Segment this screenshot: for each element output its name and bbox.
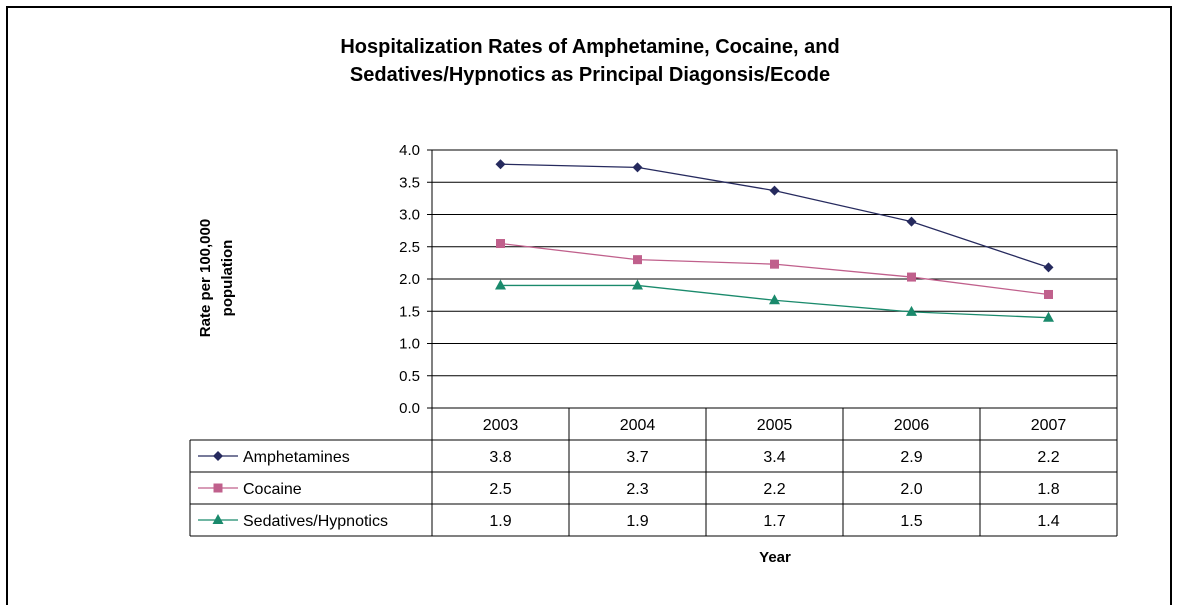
data-label: 1.9 xyxy=(489,513,511,530)
data-point xyxy=(906,216,917,227)
data-point xyxy=(632,162,643,173)
data-point xyxy=(769,294,780,305)
data-label: 2.0 xyxy=(900,481,922,498)
y-tick-label: 4.0 xyxy=(399,142,420,159)
y-axis-title-line-2: population xyxy=(219,240,236,317)
data-label: 3.7 xyxy=(626,449,648,466)
data-label: 2.5 xyxy=(489,481,511,498)
data-table: 2003 2004 2005 2006 2007 Amphetamines 3.8 3.7 3.… xyxy=(189,408,1118,537)
data-label: 2.2 xyxy=(763,481,785,498)
data-label: 2.9 xyxy=(900,449,922,466)
legend-label: Sedatives/Hypnotics xyxy=(243,513,388,530)
legend-label: Amphetamines xyxy=(243,449,350,466)
data-label: 3.8 xyxy=(489,449,511,466)
data-label: 1.4 xyxy=(1037,513,1059,530)
plot-area-border xyxy=(431,149,1118,409)
data-label: 1.8 xyxy=(1037,481,1059,498)
data-label: 1.7 xyxy=(763,513,785,530)
data-point xyxy=(495,159,506,170)
y-axis-title-line-1: Rate per 100,000 xyxy=(197,219,214,337)
y-tick-label: 0.5 xyxy=(399,368,420,385)
series-line-0 xyxy=(500,163,1049,269)
data-label: 2.3 xyxy=(626,481,648,498)
data-point xyxy=(769,185,780,196)
series-line-1 xyxy=(500,242,1049,296)
data-point xyxy=(770,259,779,269)
legend-label: Cocaine xyxy=(243,481,302,498)
x-tick-label: 2005 xyxy=(757,417,793,434)
chart-title-line-2: Sedatives/Hypnotics as Principal Diagons… xyxy=(349,64,831,86)
x-tick-label: 2006 xyxy=(894,417,930,434)
data-point xyxy=(495,279,506,290)
x-tick-label: 2004 xyxy=(620,417,656,434)
y-tick-label: 2.0 xyxy=(399,271,420,288)
data-label: 2.2 xyxy=(1037,449,1059,466)
y-tick-label: 3.0 xyxy=(399,207,420,224)
chart-title-line-1: Hospitalization Rates of Amphetamine, Co… xyxy=(340,36,840,58)
data-label: 1.9 xyxy=(626,513,648,530)
legend-key-2 xyxy=(198,514,238,524)
data-point xyxy=(906,305,917,316)
legend-key-1 xyxy=(198,483,238,493)
legend-key-marker xyxy=(212,514,224,524)
y-tick-label: 1.5 xyxy=(399,303,420,320)
data-point xyxy=(1043,311,1054,322)
x-tick-label: 2003 xyxy=(483,417,519,434)
legend-key-0 xyxy=(198,451,238,461)
legend-key-marker xyxy=(213,451,223,461)
y-tick-labels: 0.0 0.5 1.0 1.5 2.0 2.5 3.0 3.5 4.0 xyxy=(399,142,420,417)
data-label: 1.5 xyxy=(900,513,922,530)
grid-lines xyxy=(427,149,1118,409)
data-point xyxy=(1043,262,1054,273)
y-tick-label: 3.5 xyxy=(399,174,420,191)
data-point xyxy=(633,255,642,265)
data-label: 3.4 xyxy=(763,449,785,466)
data-point xyxy=(496,239,505,249)
y-tick-label: 1.0 xyxy=(399,336,420,353)
data-point xyxy=(1044,289,1053,299)
y-tick-label: 2.5 xyxy=(399,239,420,256)
y-tick-label: 0.0 xyxy=(399,400,420,417)
x-axis-title: Year xyxy=(759,549,791,566)
chart-frame xyxy=(6,6,1172,605)
data-point xyxy=(632,279,643,290)
chart-title: Hospitalization Rates of Amphetamine, Co… xyxy=(240,33,940,89)
x-tick-label: 2007 xyxy=(1031,417,1067,434)
legend-key-marker xyxy=(213,483,223,493)
data-point xyxy=(907,272,916,282)
series-lines xyxy=(495,159,1054,322)
